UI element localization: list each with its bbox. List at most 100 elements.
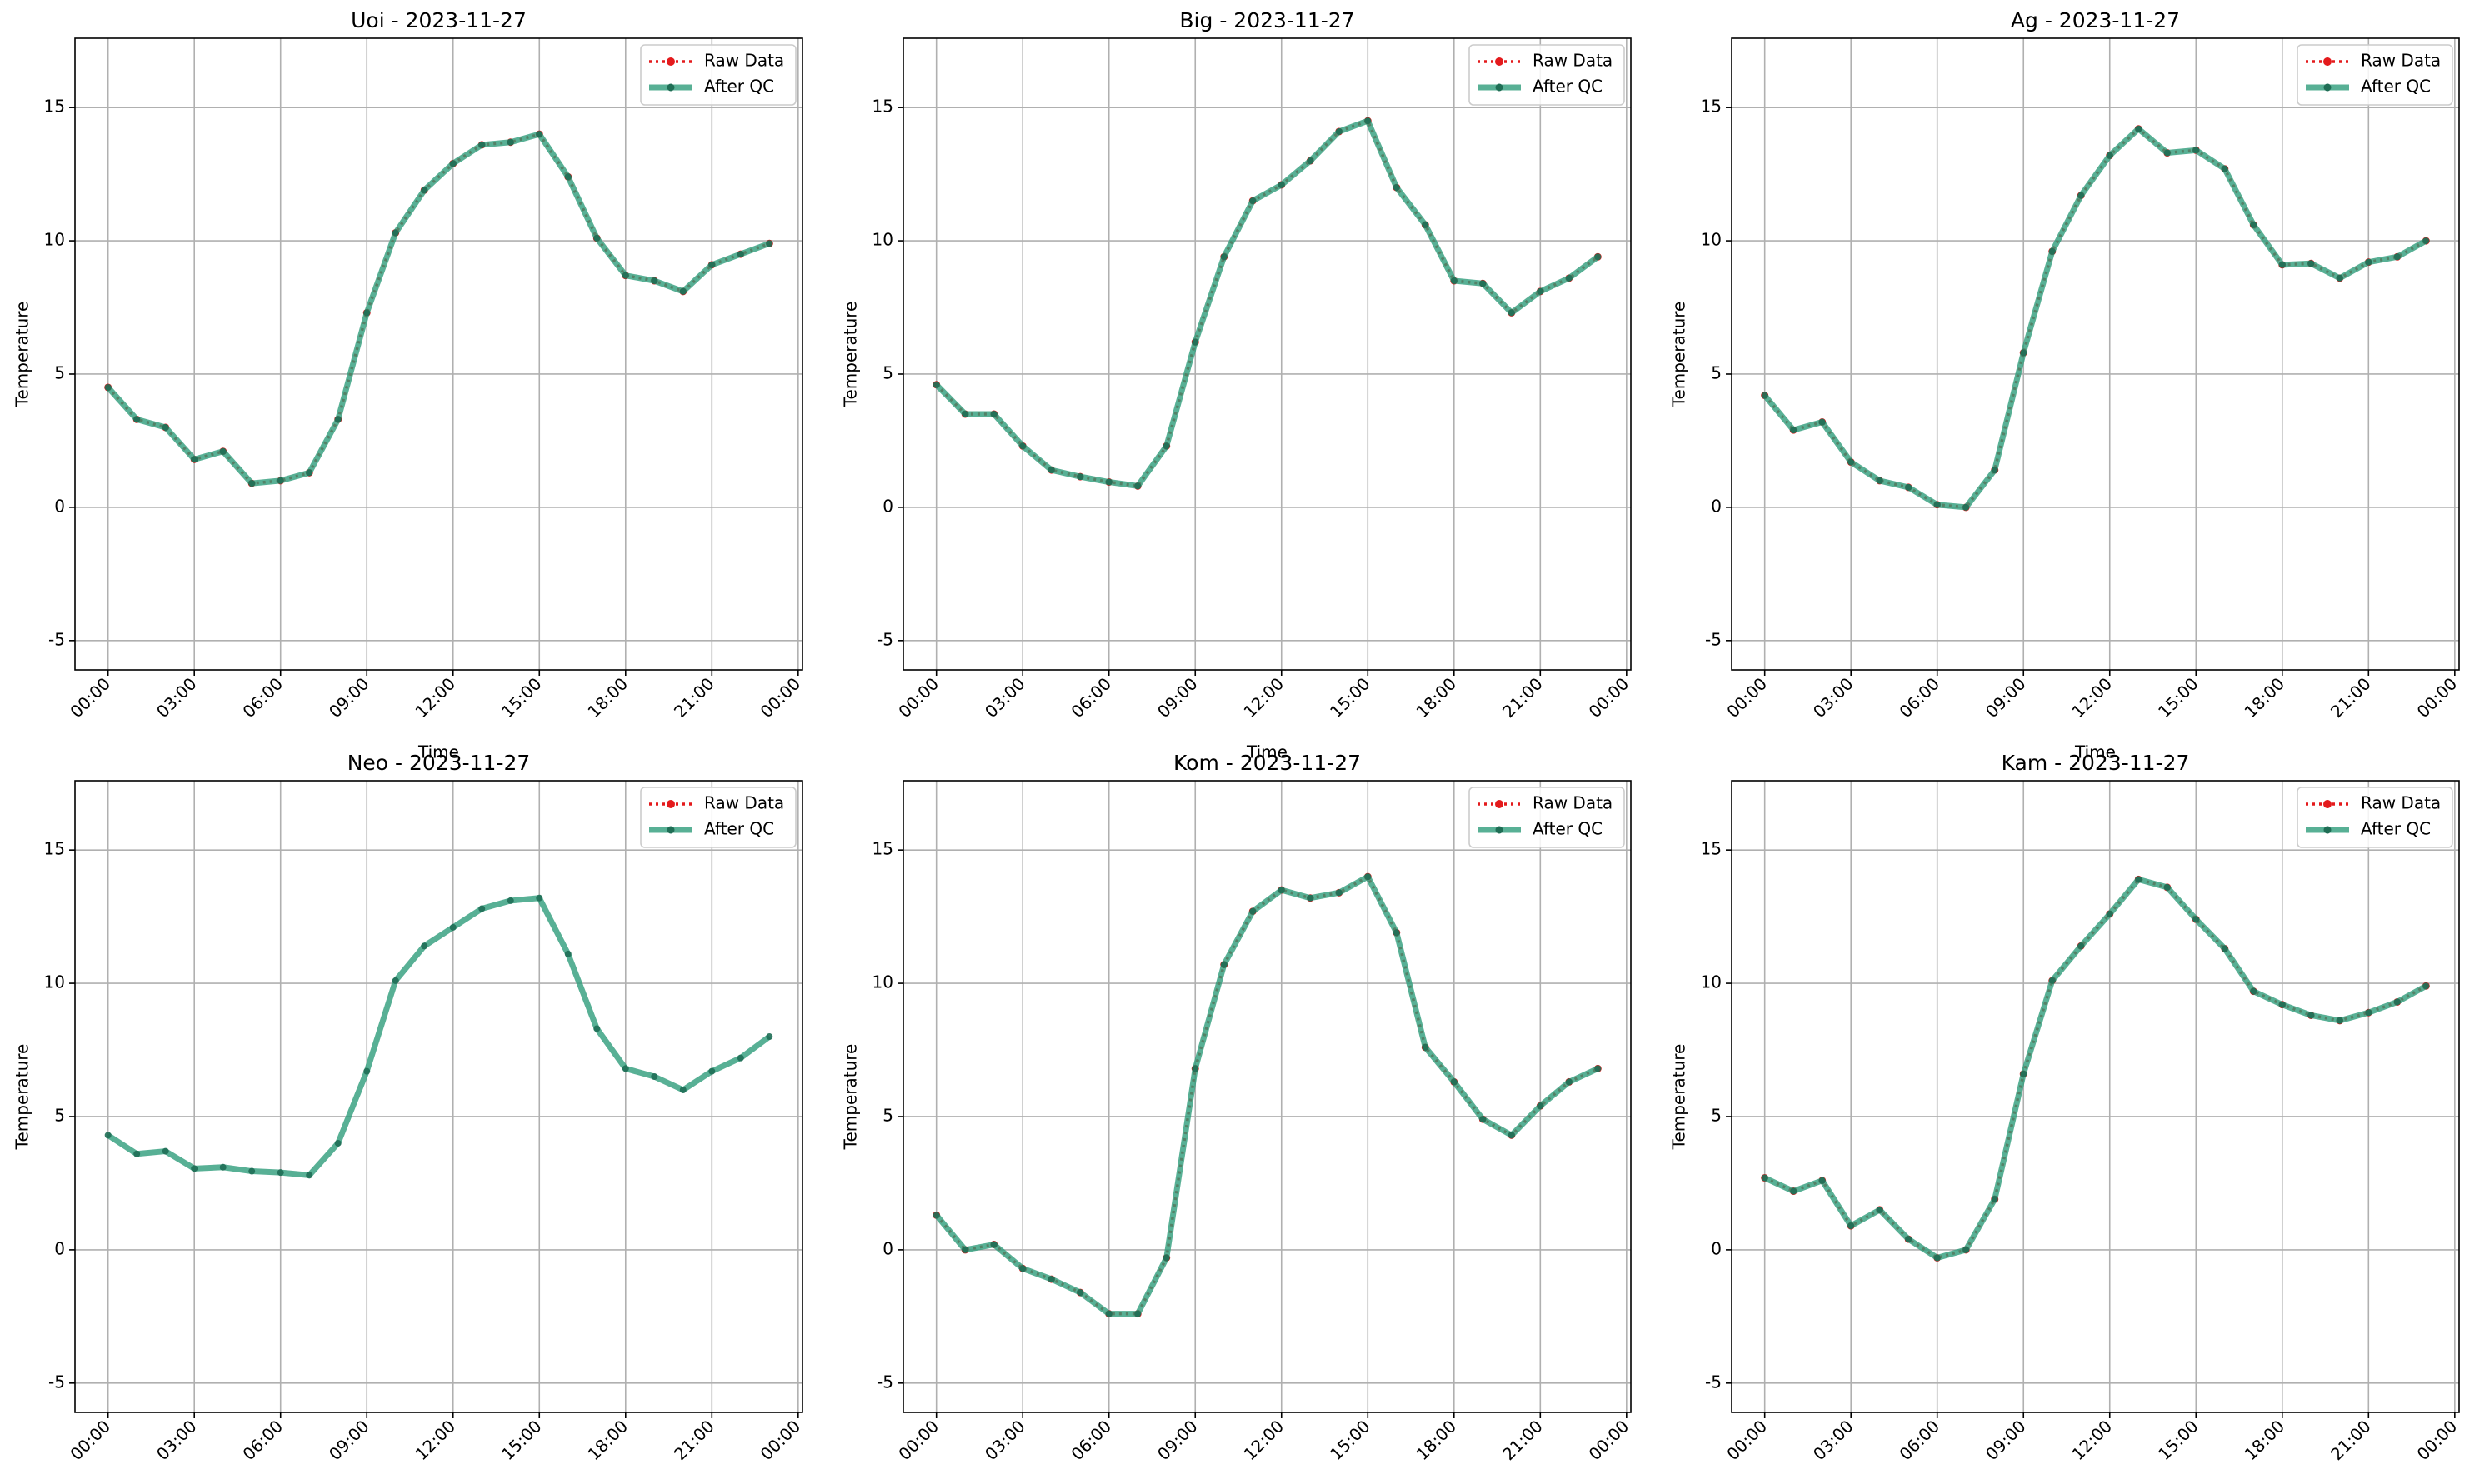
qc-marker <box>2221 165 2228 172</box>
x-tick-label: 12:00 <box>2068 1416 2116 1464</box>
x-tick-label: 18:00 <box>2240 673 2288 722</box>
x-tick-label: 21:00 <box>670 673 718 722</box>
x-tick-label: 00:00 <box>894 1416 942 1464</box>
qc-marker <box>1818 1177 1826 1184</box>
axes-frame <box>74 780 803 1413</box>
qc-marker <box>2278 1001 2286 1008</box>
qc-marker <box>133 416 141 423</box>
y-tick-label: -5 <box>1705 629 1722 649</box>
qc-marker <box>1422 1043 1429 1051</box>
qc-marker <box>306 469 313 477</box>
qc-marker <box>334 416 342 423</box>
legend-label: After QC <box>1532 77 1602 97</box>
legend-marker <box>667 57 675 66</box>
y-axis-label: Temperature <box>1669 302 1689 408</box>
legend-marker <box>667 800 675 808</box>
x-tick-label: 00:00 <box>1585 1416 1633 1464</box>
x-tick-label: 00:00 <box>894 673 942 722</box>
qc-marker <box>1962 1246 1970 1253</box>
legend-label: Raw Data <box>704 51 784 71</box>
y-axis-label: Temperature <box>1669 1044 1689 1151</box>
qc-marker <box>2221 945 2228 952</box>
plot-area <box>903 38 1631 670</box>
qc-marker <box>708 261 716 268</box>
qc-marker <box>1162 1254 1170 1262</box>
y-tick-label: 0 <box>54 1238 65 1258</box>
legend-label: Raw Data <box>2361 51 2441 71</box>
chart-title: Kom - 2023-11-27 <box>1173 751 1361 775</box>
qc-marker <box>1307 157 1314 165</box>
axes-frame <box>902 37 1632 671</box>
qc-marker <box>1594 253 1602 261</box>
qc-marker <box>2336 274 2343 282</box>
x-tick-label: 03:00 <box>152 673 201 722</box>
y-tick-label: 10 <box>872 972 893 992</box>
qc-marker <box>1991 1196 1998 1203</box>
qc-marker <box>1537 1102 1544 1110</box>
y-tick-label: 5 <box>54 362 65 382</box>
qc-marker <box>2078 942 2085 950</box>
qc-line <box>933 873 1599 1317</box>
x-tick-label: 21:00 <box>670 1416 718 1464</box>
legend-label: Raw Data <box>704 793 784 813</box>
x-axis-label: Time <box>418 742 459 762</box>
chart-title: Uoi - 2023-11-27 <box>351 8 527 32</box>
chart-title: Kam - 2023-11-27 <box>2002 751 2190 775</box>
qc-marker <box>737 1054 744 1062</box>
x-tick-label: 12:00 <box>411 1416 459 1464</box>
x-tick-label: 18:00 <box>1412 1416 1460 1464</box>
x-tick-label: 09:00 <box>1153 1416 1202 1464</box>
y-axis-label: Temperature <box>12 302 32 408</box>
qc-marker <box>2422 237 2430 245</box>
qc-marker <box>2308 1012 2315 1019</box>
y-axis-label: Temperature <box>12 1044 32 1151</box>
qc-marker <box>1048 1276 1055 1283</box>
qc-marker <box>363 1067 371 1075</box>
plot-area <box>1732 38 2459 670</box>
qc-marker <box>1761 1174 1768 1182</box>
x-tick-label: 15:00 <box>2154 673 2202 722</box>
x-tick-label: 03:00 <box>1809 1416 1858 1464</box>
y-tick-label: 10 <box>44 230 65 250</box>
qc-marker <box>1818 418 1826 426</box>
qc-marker <box>2250 987 2258 995</box>
x-tick-label: 09:00 <box>325 673 373 722</box>
qc-marker <box>277 1169 284 1177</box>
qc-marker <box>421 187 428 194</box>
qc-marker <box>2365 1009 2372 1017</box>
qc-marker <box>651 1073 658 1081</box>
qc-marker <box>2048 247 2056 255</box>
qc-marker <box>1077 473 1084 481</box>
plot-area <box>903 781 1631 1412</box>
x-tick-label: 18:00 <box>2240 1416 2288 1464</box>
qc-marker <box>1249 197 1257 205</box>
qc-marker <box>1508 1132 1515 1139</box>
y-tick-label: 0 <box>54 496 65 516</box>
legend-label: After QC <box>704 819 774 839</box>
qc-marker <box>2106 152 2113 159</box>
qc-marker <box>1905 483 1912 491</box>
qc-marker <box>1848 1222 1855 1230</box>
x-tick-label: 00:00 <box>757 673 805 722</box>
qc-marker <box>536 131 543 138</box>
qc-marker <box>449 160 457 167</box>
qc-marker <box>1335 127 1342 135</box>
qc-marker <box>392 229 399 237</box>
y-tick-label: -5 <box>877 1372 893 1392</box>
x-tick-label: 12:00 <box>411 673 459 722</box>
qc-marker <box>536 894 543 902</box>
qc-marker <box>2365 258 2372 266</box>
legend-marker <box>1495 83 1503 92</box>
qc-marker <box>104 1132 112 1139</box>
qc-marker <box>507 897 514 904</box>
qc-marker <box>1278 181 1285 188</box>
x-tick-label: 06:00 <box>1067 1416 1115 1464</box>
qc-marker <box>564 950 572 957</box>
qc-marker <box>1105 478 1112 486</box>
y-tick-label: -5 <box>48 629 65 649</box>
x-tick-label: 06:00 <box>238 1416 287 1464</box>
qc-marker <box>1392 929 1400 937</box>
y-tick-label: 5 <box>1711 1105 1722 1125</box>
qc-marker <box>1905 1236 1912 1243</box>
qc-marker <box>1249 907 1257 915</box>
